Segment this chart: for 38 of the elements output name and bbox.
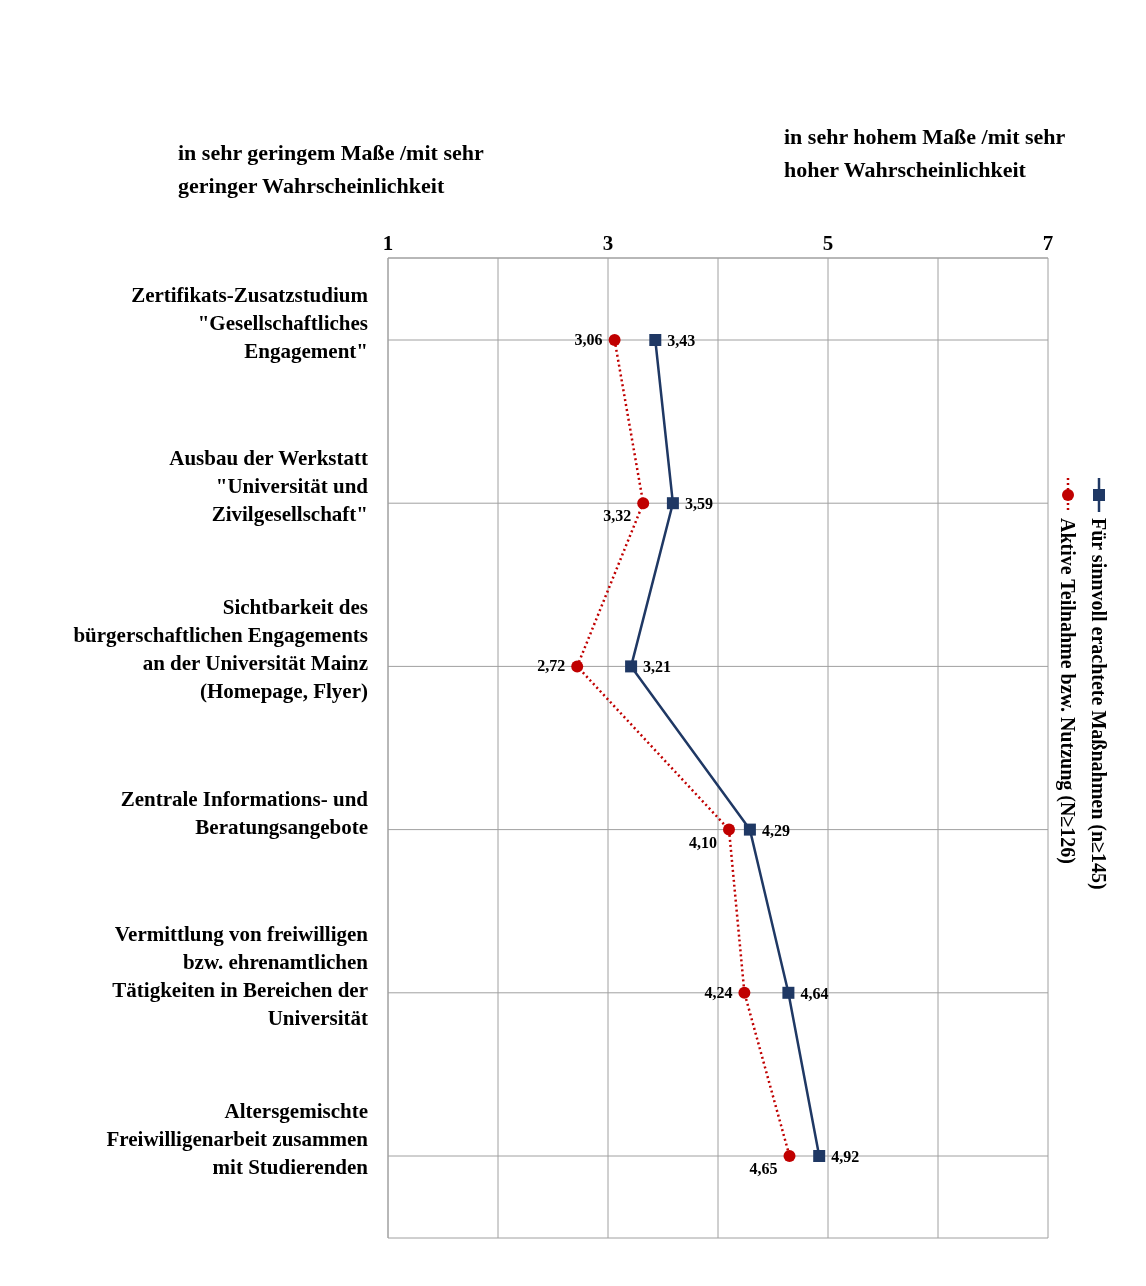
data-label: 4,24 <box>704 983 733 1001</box>
y-tick-label: Zertifikats-Zusatzstudium "Gesellschaftliches Engagement" <box>131 283 369 363</box>
data-label: 4,65 <box>749 1160 778 1177</box>
y-tick-label: Ausbau der Werkstatt "Universität und Zivilgesellschaft" <box>169 446 369 527</box>
y-tick-label: Altersgemischte Freiwilligenarbeit zusammen mit Studierenden <box>106 1099 369 1179</box>
x-tick-label: 5 <box>822 231 834 255</box>
y-tick-label: Zentrale Informations- und Beratungsangebote <box>120 786 369 839</box>
data-label: 4,64 <box>800 984 829 1002</box>
text: in sehr hohem Maße /mit sehr hoher Wahrscheinlichkeit <box>784 123 1066 184</box>
point <box>666 497 679 510</box>
data-label: 3,59 <box>684 495 713 513</box>
x-tick-label: 3 <box>602 231 614 255</box>
x-tick-label: 1 <box>382 231 394 255</box>
data-label: 3,43 <box>667 332 696 349</box>
y-tick-label: Sichtbarkeit des bürgerschaftlichen Engagements an der Universität Mainz (Homepage, Flyer) <box>73 595 368 704</box>
legend-label: Aktive Teilnahme bzw. Nutzung (N≥126) <box>1056 518 1079 865</box>
data-label: 3,32 <box>603 507 632 525</box>
point <box>571 660 584 673</box>
data-label: 4,10 <box>689 833 717 851</box>
point <box>743 823 756 836</box>
point <box>783 1150 796 1162</box>
data-label: 4,92 <box>831 1148 860 1165</box>
point <box>649 334 662 346</box>
data-label: 4,29 <box>761 821 790 839</box>
x-tick-label: 7 <box>1042 231 1054 255</box>
point <box>782 986 795 999</box>
point <box>813 1150 826 1162</box>
point <box>625 660 638 673</box>
point <box>738 986 751 999</box>
data-label: 2,72 <box>537 657 566 675</box>
point <box>608 334 621 346</box>
text: in sehr geringem Maße /mit sehr geringer Wahrscheinlichkeit <box>178 139 485 200</box>
legend-label: Für sinnvoll erachtete Maßnahmen (n≥145) <box>1087 518 1110 890</box>
data-label: 3,21 <box>643 658 672 676</box>
point <box>637 497 650 510</box>
point <box>723 823 735 836</box>
y-tick-label: Vermittlung von freiwilligen bzw. ehrenamtlichen Tätigkeiten in Bereichen der Universität <box>112 921 369 1030</box>
data-label: 3,06 <box>574 331 603 348</box>
